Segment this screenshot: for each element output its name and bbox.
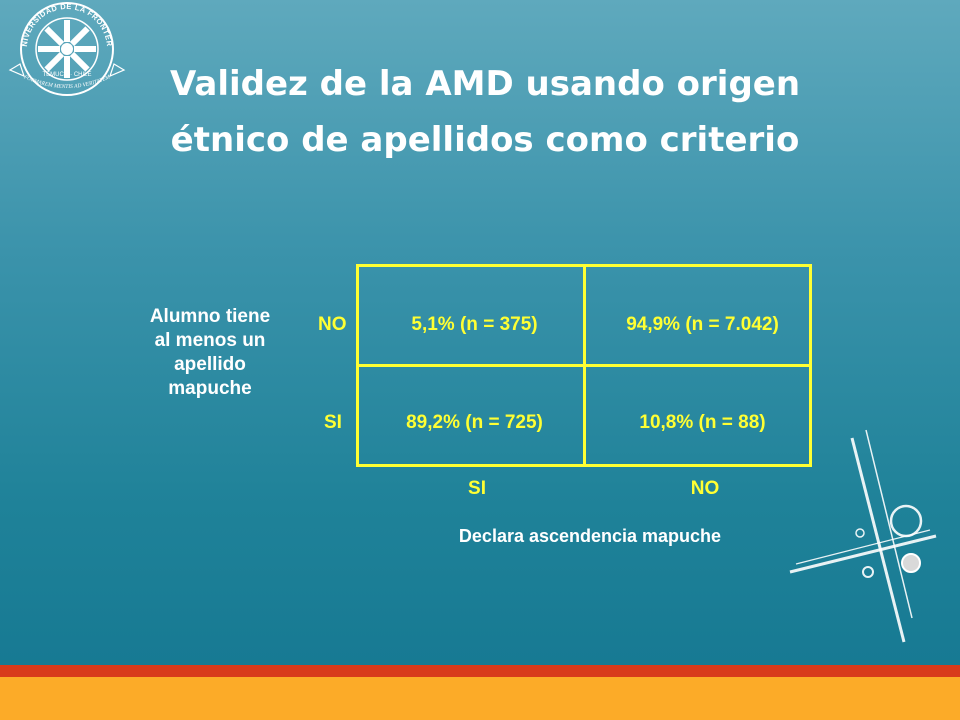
- crescent-icon: [903, 434, 913, 454]
- slide-title: Validez de la AMD usando origen étnico d…: [140, 56, 830, 168]
- wheel-icon: [38, 20, 96, 78]
- row-axis-label-line: al menos un: [154, 330, 266, 351]
- footer-orange-band: [0, 677, 960, 720]
- col-category-no: NO: [690, 478, 720, 499]
- row-axis-label-line: apellido: [174, 354, 246, 375]
- logo-inner-text: TEMUCO · CHILE: [42, 72, 91, 78]
- cell-si-si: 89,2% (n = 725): [406, 412, 543, 433]
- cell-no-no: 94,9% (n = 7.042): [626, 314, 779, 335]
- decorative-lines-circles: [789, 429, 937, 643]
- table-horizontal-divider: [356, 364, 812, 367]
- row-category-no: NO: [318, 314, 347, 335]
- title-line-1: Validez de la AMD usando origen: [169, 64, 801, 104]
- row-axis-label-line: mapuche: [168, 378, 252, 399]
- column-axis-label: Declara ascendencia mapuche: [458, 526, 722, 546]
- row-axis-label: Alumno tiene al menos un apellido mapuch…: [120, 305, 300, 401]
- footer-red-band: [0, 665, 960, 677]
- row-axis-label-line: Alumno tiene: [149, 306, 271, 327]
- col-category-si: SI: [468, 478, 486, 499]
- cell-no-si: 5,1% (n = 375): [411, 314, 538, 335]
- title-line-2: étnico de apellidos como criterio: [170, 120, 800, 160]
- row-category-si: SI: [324, 412, 342, 433]
- university-logo: UNIVERSIDAD DE LA FRONTERA TEMUCO · CHIL…: [6, 2, 126, 96]
- cell-si-no: 10,8% (n = 88): [639, 412, 766, 433]
